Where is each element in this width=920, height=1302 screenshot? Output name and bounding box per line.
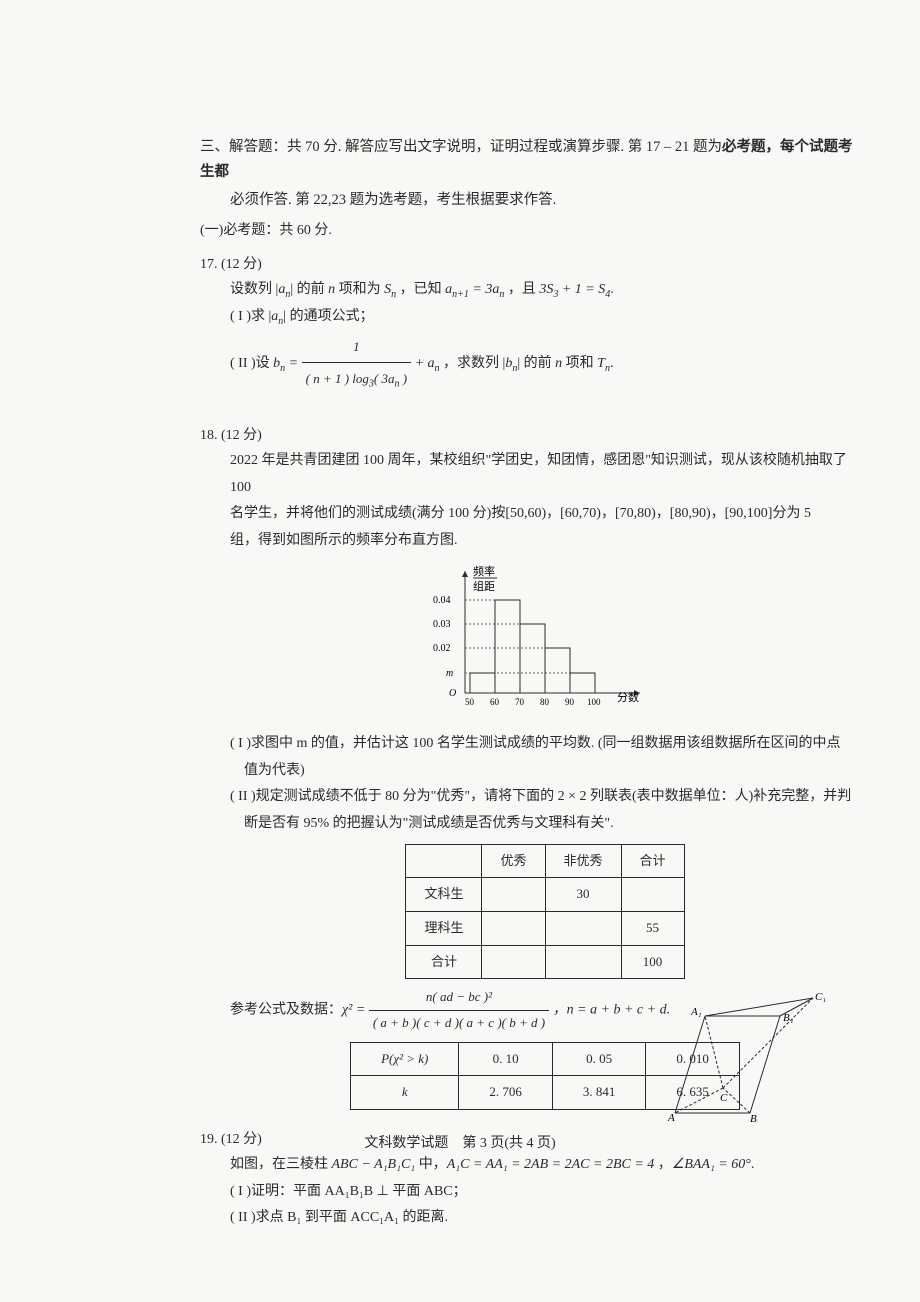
q18-part1b: 值为代表) [230, 758, 860, 785]
q18-part2b: 断是否有 95% 的把握认为"测试成绩是否优秀与文理科有关". [230, 811, 860, 838]
hist-ylabel-top: 频率 [473, 564, 495, 578]
ytick-004: 0.04 [433, 595, 451, 606]
ytick-003: 0.03 [433, 619, 451, 630]
q18-line2: 名学生，并将他们的测试成绩(满分 100 分)按[50,60)，[60,70)，… [230, 501, 860, 528]
q18-number: 18. (12 分) [200, 424, 860, 444]
ytick-m: m [446, 668, 453, 679]
page-footer: 文科数学试题 第 3 页(共 4 页) [0, 1132, 920, 1152]
prism-figure: A B C A₁ B₁ C₁ [665, 988, 825, 1128]
q18-line3: 组，得到如图所示的频率分布直方图. [230, 528, 860, 555]
q18-part1: ( I )求图中 m 的值，并估计这 100 名学生测试成绩的平均数. (同一组… [230, 731, 860, 758]
q17-body: 设数列 |an| 的前 n 项和为 Sn ，已知 an+1 = 3an ，且 3… [200, 277, 860, 396]
section-3-heading-line2: 必须作答. 第 22,23 题为选考题，考生根据要求作答. [200, 188, 860, 213]
q18-part2: ( II )规定测试成绩不低于 80 分为"优秀"，请将下面的 2 × 2 列联… [230, 784, 860, 811]
svg-text:100: 100 [587, 697, 601, 707]
svg-text:70: 70 [515, 697, 525, 707]
svg-text:60: 60 [490, 697, 500, 707]
ytick-0: O [449, 688, 456, 699]
chi-square-frac: n( ad − bc )² ( a + b )( c + d )( a + c … [369, 985, 549, 1035]
label-A1: A₁ [690, 1006, 702, 1018]
required-subheading: (一)必考题：共 60 分. [200, 219, 860, 239]
label-B: B [750, 1113, 757, 1123]
label-A: A [667, 1112, 675, 1123]
ytick-002: 0.02 [433, 643, 451, 654]
q19-stem: 如图，在三棱柱 ABC − A₁B₁C₁ 中，A₁C = AA₁ = 2AB =… [230, 1152, 860, 1179]
q17-part1: ( I )求 |an| 的通项公式； [230, 304, 860, 331]
prism-svg: A B C A₁ B₁ C₁ [665, 988, 825, 1123]
section-3-heading: 三、解答题：共 70 分. 解答应写出文字说明，证明过程或演算步骤. 第 17 … [200, 135, 860, 184]
q17-fraction: 1 ( n + 1 ) log3( 3an ) [302, 331, 411, 397]
q17-part2: ( II )设 bn = 1 ( n + 1 ) log3( 3an ) + a… [230, 331, 860, 397]
q19-part2: ( II )求点 B₁ 到平面 ACC₁A₁ 的距离. [230, 1205, 860, 1232]
heading-part1: 三、解答题：共 70 分. 解答应写出文字说明，证明过程或演算步骤. 第 17 … [200, 139, 722, 155]
svg-text:90: 90 [565, 697, 575, 707]
label-B1: B₁ [783, 1012, 794, 1024]
hist-ylabel-bot: 组距 [473, 579, 495, 593]
q19-body: 如图，在三棱柱 ABC − A₁B₁C₁ 中，A₁C = AA₁ = 2AB =… [200, 1152, 860, 1232]
svg-text:80: 80 [540, 697, 550, 707]
label-C: C [720, 1092, 728, 1104]
q17-number: 17. (12 分) [200, 253, 860, 273]
label-C1: C₁ [815, 991, 825, 1003]
histogram-svg: 频率 组距 0.04 0.03 0.02 m O 50 [425, 563, 665, 713]
svg-text:50: 50 [465, 697, 475, 707]
contingency-table: 优秀 非优秀 合计 文科生 30 理科生 55 合计 100 [405, 844, 684, 980]
q18-line1: 2022 年是共青团建团 100 周年，某校组织"学团史，知团情，感团恩"知识测… [230, 448, 860, 501]
q17-stem: 设数列 |an| 的前 n 项和为 Sn ，已知 an+1 = 3an ，且 3… [230, 277, 860, 304]
histogram-figure: 频率 组距 0.04 0.03 0.02 m O 50 [425, 563, 665, 724]
q19-part1: ( I )证明：平面 AA₁B₁B ⊥ 平面 ABC； [230, 1179, 860, 1206]
hist-xlabel: 分数 [617, 691, 639, 704]
